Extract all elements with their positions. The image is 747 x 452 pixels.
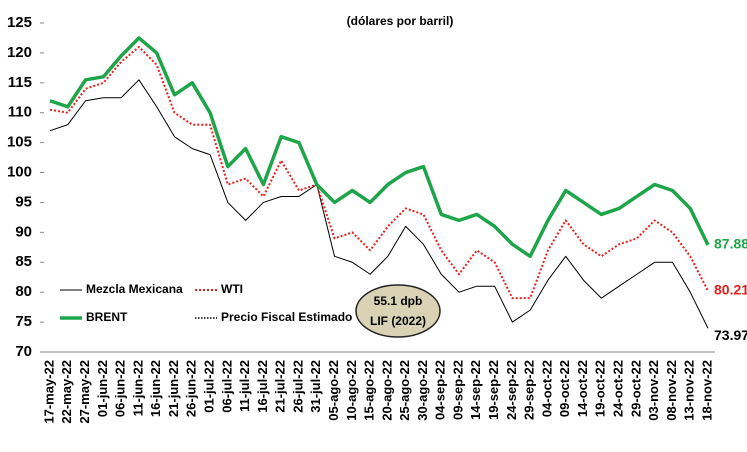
y-tick-label: 85 — [15, 253, 32, 270]
x-tick-label: 06-jul-22 — [219, 360, 234, 413]
x-tick-label: 21-jul-22 — [273, 360, 288, 413]
x-tick-label: 22-may-22 — [59, 360, 74, 424]
y-tick-label: 105 — [7, 134, 32, 151]
x-tick-label: 14-sep-22 — [468, 360, 483, 420]
x-tick-label: 11-jul-22 — [237, 360, 252, 412]
x-tick-label: 13-nov-22 — [682, 360, 697, 421]
y-tick-label: 75 — [15, 313, 32, 330]
annotation: 55.1 dpb — [374, 294, 423, 308]
x-tick-label: 30-ago-22 — [415, 360, 430, 421]
x-tick-label: 24-sep-22 — [504, 360, 519, 420]
x-tick-label: 09-sep-22 — [450, 360, 465, 420]
annotation: LIF (2022) — [370, 314, 426, 328]
x-tick-label: 29-oct-22 — [628, 360, 643, 417]
series-line — [49, 79, 709, 329]
x-tick-label: 19-sep-22 — [486, 360, 501, 420]
plot-area — [49, 36, 710, 329]
x-tick-label: 15-ago-22 — [362, 360, 377, 421]
x-tick-label: 08-nov-22 — [664, 360, 679, 421]
y-tick-label: 120 — [7, 44, 32, 61]
x-tick-label: 03-nov-22 — [646, 360, 661, 421]
x-tick-label: 11-jun-22 — [130, 360, 145, 416]
legend-label: Mezcla Mexicana — [86, 282, 183, 296]
y-tick-label: 90 — [15, 223, 32, 240]
x-tick-label: 26-jul-22 — [290, 360, 305, 413]
y-tick-label: 70 — [15, 343, 32, 360]
x-tick-label: 06-jun-22 — [113, 360, 128, 417]
x-tick-label: 16-jul-22 — [255, 360, 270, 413]
x-tick-label: 01-jun-22 — [95, 360, 110, 417]
x-tick-label: 09-oct-22 — [557, 360, 572, 417]
y-tick-label: 125 — [7, 14, 32, 31]
x-tick-label: 14-oct-22 — [575, 360, 590, 417]
chart-title: (dólares por barril) — [347, 14, 454, 28]
y-tick-label: 110 — [8, 104, 32, 121]
y-tick-label: 80 — [15, 283, 32, 300]
x-tick-label: 19-oct-22 — [593, 360, 608, 417]
y-tick-label: 95 — [15, 193, 32, 210]
value-label: 73.97 — [714, 327, 747, 343]
x-tick-label: 20-ago-22 — [379, 360, 394, 421]
x-tick-label: 05-ago-22 — [326, 360, 341, 421]
x-tick-label: 26-jun-22 — [184, 360, 199, 417]
x-tick-label: 27-may-22 — [77, 360, 92, 424]
x-tick-label: 16-jun-22 — [148, 360, 163, 417]
annotation-bubble — [355, 284, 441, 338]
series-line — [49, 45, 709, 300]
legend-label: BRENT — [86, 310, 128, 324]
x-tick-label: 10-ago-22 — [344, 360, 359, 421]
legend-label: Precio Fiscal Estimado — [221, 310, 352, 324]
series-line — [49, 36, 710, 259]
value-label: 87.88 — [714, 236, 747, 252]
x-tick-label: 24-oct-22 — [611, 360, 626, 417]
x-tick-label: 18-nov-22 — [699, 360, 714, 421]
x-tick-label: 04-oct-22 — [539, 360, 554, 417]
x-tick-label: 01-jul-22 — [201, 360, 216, 413]
legend-label: WTI — [221, 282, 243, 296]
x-tick-label: 04-sep-22 — [433, 360, 448, 420]
x-tick-label: 25-ago-22 — [397, 360, 412, 421]
x-tick-label: 17-may-22 — [41, 360, 56, 424]
y-tick-label: 100 — [7, 164, 32, 181]
value-label: 80.21 — [714, 282, 747, 298]
x-tick-label: 31-jul-22 — [308, 360, 323, 413]
x-tick-label: 29-sep-22 — [522, 360, 537, 420]
x-tick-label: 21-jun-22 — [166, 360, 181, 417]
y-tick-label: 115 — [8, 74, 32, 91]
